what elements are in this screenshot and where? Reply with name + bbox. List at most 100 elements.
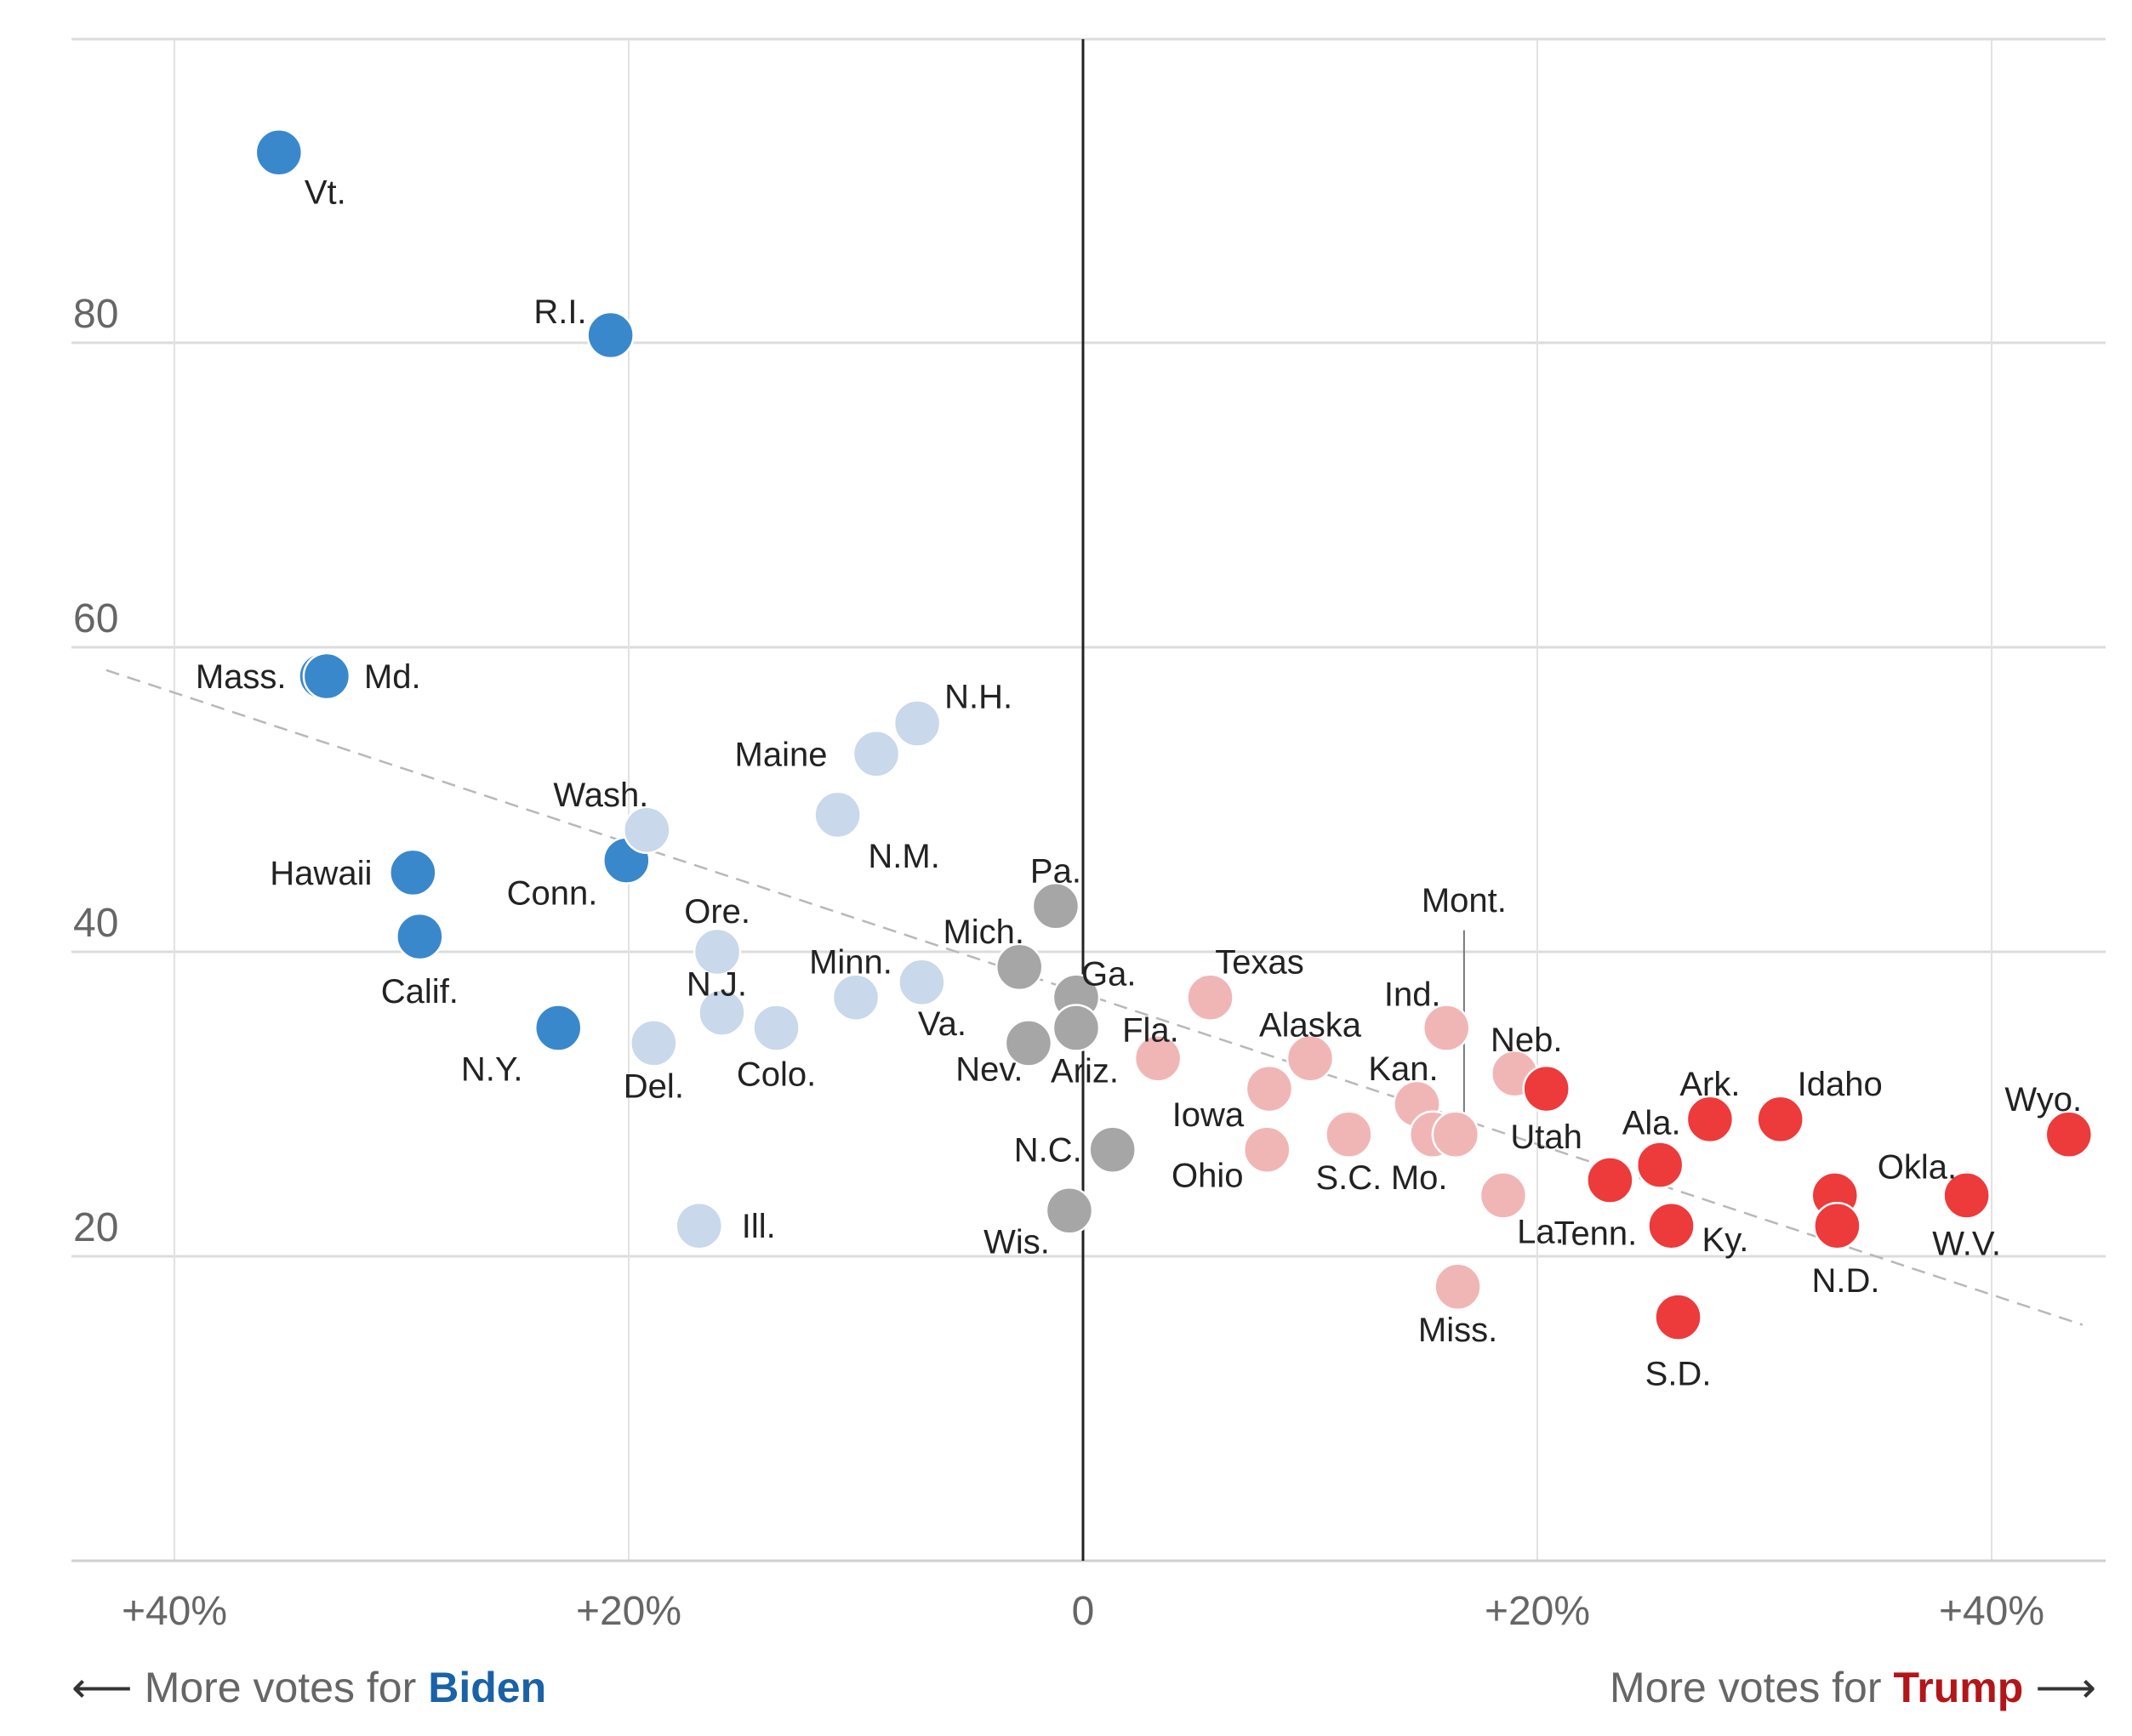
- axis-layer: 20 40 60 80 +40% +20% 0 +20% +40%: [71, 39, 2106, 1634]
- state-point: [1647, 1201, 1696, 1250]
- state-point: [1431, 1110, 1480, 1159]
- state-point: [1942, 1171, 1991, 1220]
- state-label: Mo.: [1391, 1159, 1448, 1197]
- state-point: [2044, 1110, 2094, 1159]
- state-label: Ind.: [1384, 976, 1441, 1014]
- state-label: Wyo.: [2004, 1081, 2082, 1118]
- state-label: Hawaii: [270, 855, 372, 892]
- state-point: [693, 927, 742, 976]
- state-point: [813, 790, 862, 840]
- left-arrow-icon: ⟵: [71, 1664, 133, 1711]
- state-label: Texas: [1215, 944, 1304, 982]
- state-label: Md.: [364, 658, 421, 696]
- state-label: Calif.: [381, 973, 459, 1010]
- state-label: W.V.: [1932, 1225, 2001, 1262]
- state-point: [586, 310, 635, 360]
- state-point: [995, 942, 1044, 992]
- state-label: Neb.: [1491, 1022, 1563, 1059]
- state-label: Ala.: [1622, 1105, 1681, 1142]
- state-point: [1133, 1034, 1183, 1083]
- state-label: Iowa: [1172, 1096, 1245, 1134]
- right-arrow-icon: ⟶: [2035, 1664, 2096, 1711]
- state-point: [1186, 973, 1234, 1022]
- state-point: [831, 973, 881, 1022]
- state-label: La.: [1517, 1213, 1565, 1250]
- state-point: [396, 912, 444, 961]
- state-point: [1045, 1187, 1094, 1235]
- state-point: [852, 730, 901, 778]
- x-tick-label: +20%: [1485, 1589, 1590, 1634]
- state-label: Va.: [918, 1005, 966, 1043]
- trump-direction-caption: More votes for Trump ⟶: [1610, 1663, 2096, 1712]
- grid-layer: [71, 37, 2106, 1561]
- state-point: [1479, 1171, 1528, 1220]
- state-point: [1635, 1141, 1685, 1189]
- state-label: Wis.: [983, 1223, 1050, 1261]
- x-tick-label: 0: [1072, 1589, 1095, 1634]
- state-point: [1685, 1095, 1735, 1144]
- state-point: [1756, 1095, 1804, 1144]
- state-label: Maine: [735, 736, 828, 773]
- state-point: [1243, 1125, 1291, 1174]
- state-label: Mass.: [196, 658, 287, 696]
- state-label: Pa.: [1030, 852, 1081, 890]
- state-point: [1052, 1004, 1101, 1052]
- state-label: Del.: [624, 1067, 684, 1105]
- y-tick-label: 80: [73, 292, 118, 337]
- state-label: Idaho: [1798, 1066, 1883, 1103]
- label-layer: Vt. R.I. Mass. Md. Hawaii Conn. Calif. N.Y. Wash…: [196, 174, 2082, 1392]
- biden-direction-caption: ⟵ More votes for Biden: [71, 1663, 546, 1712]
- state-point: [1088, 1125, 1137, 1174]
- state-label: N.H.: [944, 679, 1012, 716]
- state-label: Colo.: [737, 1056, 816, 1094]
- biden-caption-prefix: More votes for: [144, 1664, 417, 1711]
- state-point: [302, 652, 351, 701]
- state-label: N.M.: [868, 838, 939, 875]
- state-label: Minn.: [809, 944, 892, 982]
- state-label: Ga.: [1081, 956, 1136, 993]
- state-point: [1654, 1293, 1702, 1341]
- state-label: N.C.: [1014, 1132, 1082, 1170]
- state-point: [630, 1019, 678, 1067]
- y-tick-label: 60: [73, 596, 118, 641]
- state-label: S.D.: [1645, 1356, 1712, 1393]
- state-label: N.Y.: [461, 1051, 523, 1089]
- state-point: [389, 848, 437, 897]
- state-label: N.D.: [1811, 1262, 1879, 1300]
- y-tick-label: 40: [73, 901, 118, 946]
- state-point: [1813, 1201, 1861, 1250]
- state-point: [1422, 1004, 1471, 1052]
- state-point: [1434, 1262, 1482, 1312]
- state-label: Ark.: [1679, 1066, 1740, 1103]
- state-point: [254, 128, 304, 177]
- state-label: Alaska: [1259, 1006, 1362, 1044]
- state-point: [1586, 1156, 1634, 1204]
- state-label: Kan.: [1368, 1050, 1438, 1088]
- state-point: [698, 988, 746, 1037]
- x-tick-label: +40%: [1939, 1589, 2044, 1634]
- state-label: Mich.: [943, 914, 1024, 951]
- state-label: Wash.: [553, 777, 648, 814]
- trump-name: Trump: [1893, 1664, 2024, 1711]
- state-point: [533, 1004, 583, 1052]
- state-label: R.I.: [533, 293, 586, 331]
- state-point: [752, 1004, 801, 1052]
- state-point: [1004, 1019, 1053, 1067]
- state-label: Okla.: [1878, 1148, 1957, 1186]
- state-point: [675, 1201, 724, 1250]
- state-point: [898, 958, 946, 1007]
- state-point: [1285, 1034, 1335, 1083]
- state-label: Conn.: [507, 875, 598, 913]
- state-label: Ill.: [742, 1208, 776, 1245]
- biden-name: Biden: [428, 1664, 547, 1711]
- state-point: [892, 699, 942, 748]
- state-label: Tenn.: [1553, 1215, 1637, 1253]
- x-tick-label: +40%: [122, 1589, 227, 1634]
- state-label: Ohio: [1171, 1158, 1244, 1195]
- state-point: [1245, 1064, 1294, 1113]
- state-label: Ariz.: [1051, 1053, 1119, 1090]
- state-point: [1031, 882, 1080, 931]
- state-label: Utah: [1510, 1118, 1582, 1156]
- state-label: Miss.: [1418, 1312, 1497, 1349]
